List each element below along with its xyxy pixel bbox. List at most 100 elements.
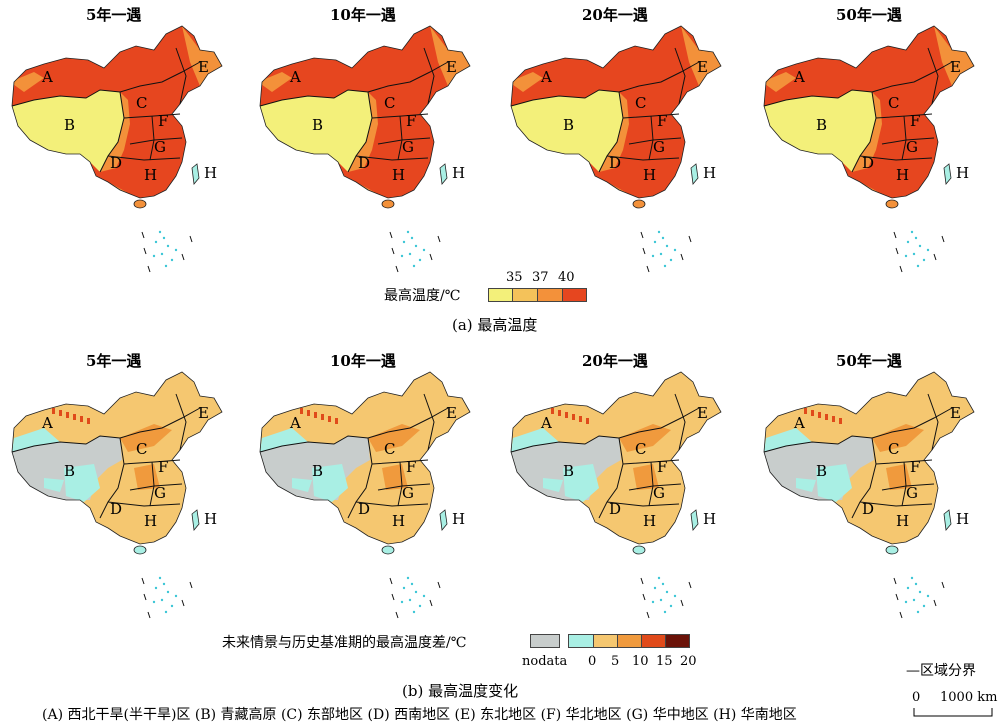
scs-island [402, 240, 406, 244]
region-boundary [871, 61, 953, 93]
legend-a-swatch-2 [512, 288, 538, 302]
scs-island [669, 258, 673, 262]
region-label-d: D [110, 500, 122, 518]
scs-dash [389, 231, 393, 239]
scs-dash [181, 253, 185, 261]
scs-island [422, 594, 426, 598]
taiwan-island [943, 509, 952, 531]
country-outline [11, 371, 223, 545]
region-boundary [99, 91, 125, 173]
scs-island [412, 264, 416, 268]
scs-dash [189, 235, 193, 243]
region-key-list: (A) 西北干旱(半干旱)区 (B) 青藏高原 (C) 东部地区 (D) 西南地… [42, 707, 797, 723]
scs-dash [143, 593, 147, 601]
region-boundary [11, 435, 121, 453]
region-label-e: E [198, 58, 209, 76]
scs-dash [646, 265, 650, 273]
taiwan-island [191, 509, 200, 531]
scs-dash [893, 577, 897, 585]
scs-dash [895, 593, 899, 601]
legend-b-tick-0: 0 [588, 654, 597, 669]
hainan-island [885, 545, 899, 555]
scs-island [669, 604, 673, 608]
scs-island [174, 594, 178, 598]
caption-a: (a) 最高温度 [452, 316, 538, 334]
region-boundary [397, 115, 403, 161]
region-boundary [618, 407, 700, 439]
scs-island [673, 594, 677, 598]
region-label-b: B [563, 116, 574, 134]
scs-dash [640, 231, 644, 239]
scs-island [170, 604, 174, 608]
scs-island [152, 600, 156, 604]
scs-dash [141, 231, 145, 239]
scs-dash [189, 581, 193, 589]
scs-island [412, 610, 416, 614]
scs-island [406, 576, 410, 580]
scs-island [922, 604, 926, 608]
panel-b-title-2: 10年一遇 [330, 352, 396, 370]
scs-dash [147, 611, 151, 619]
region-boundary [123, 459, 181, 465]
scs-island [410, 582, 414, 586]
scs-island [160, 252, 164, 256]
scs-island [912, 252, 916, 256]
scs-island [906, 240, 910, 244]
region-boundary [11, 89, 121, 107]
region-label-c: C [888, 94, 899, 112]
scs-island [661, 236, 665, 240]
region-boundary [674, 393, 686, 451]
scs-island [406, 230, 410, 234]
region-boundary [618, 61, 700, 93]
region-boundary [648, 115, 654, 161]
region-label-a: A [793, 68, 805, 86]
scs-island [164, 264, 168, 268]
region-label-b: B [64, 116, 75, 134]
region-boundary [149, 461, 155, 507]
panel-a-title-3: 20年一遇 [582, 6, 648, 24]
region-boundary [175, 47, 187, 105]
caption-b: (b) 最高温度变化 [402, 682, 519, 700]
region-label-h: H [392, 512, 405, 530]
region-boundary [674, 47, 686, 105]
scs-island [162, 582, 166, 586]
region-label-h: H [896, 512, 909, 530]
scs-island [402, 586, 406, 590]
region-label-g: G [402, 138, 414, 156]
scs-dash [941, 235, 945, 243]
region-label-f: F [910, 458, 920, 476]
region-label-b: B [64, 462, 75, 480]
region-label-e: E [950, 404, 961, 422]
region-label-e: E [446, 58, 457, 76]
legend-b-tick-20: 20 [680, 654, 697, 669]
scs-island [158, 230, 162, 234]
region-label-b: B [816, 116, 827, 134]
panel-b-title-3: 20年一遇 [582, 352, 648, 370]
region-label-f: F [406, 458, 416, 476]
scs-island [174, 248, 178, 252]
region-boundary [927, 47, 939, 105]
legend-b-nodata-label: nodata [522, 654, 568, 669]
region-label-a: A [41, 414, 53, 432]
region-boundary [371, 459, 429, 465]
scs-island [400, 600, 404, 604]
legend-b-swatch-4 [641, 634, 666, 648]
region-label-f: F [406, 112, 416, 130]
scs-island [408, 252, 412, 256]
hainan-island [133, 199, 147, 209]
region-label-d: D [862, 500, 874, 518]
scs-dash [688, 581, 692, 589]
scs-island [170, 258, 174, 262]
scs-island [904, 254, 908, 258]
scs-dash [688, 235, 692, 243]
region-label-g: G [906, 484, 918, 502]
region-boundary [371, 113, 429, 119]
region-label-a: A [41, 68, 53, 86]
